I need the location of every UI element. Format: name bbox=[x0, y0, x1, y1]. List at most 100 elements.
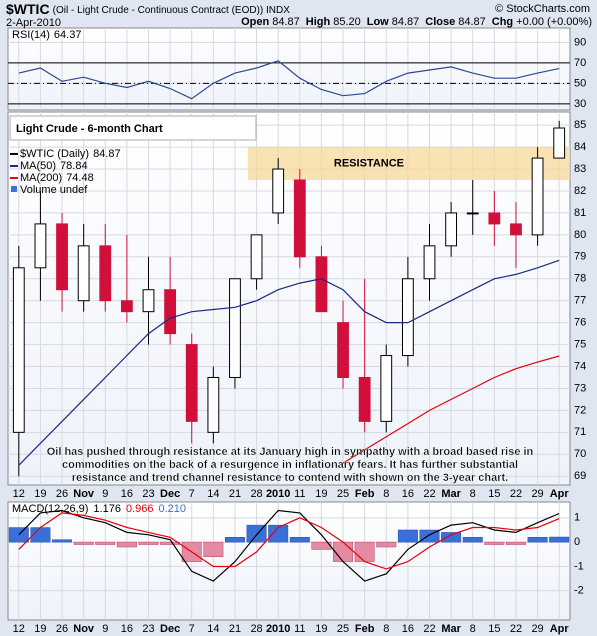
x-tick-label: Feb bbox=[355, 488, 375, 500]
y-tick-label: 71 bbox=[574, 426, 586, 438]
candle-body bbox=[315, 256, 328, 313]
candle-body bbox=[12, 267, 25, 433]
legend-entry: Volume undef bbox=[20, 184, 88, 196]
chart-title: Light Crude - 6-month Chart bbox=[16, 123, 163, 135]
candle-body bbox=[272, 168, 285, 214]
x-tick-label: Nov bbox=[73, 488, 95, 500]
x-tick-label: 11 bbox=[294, 488, 305, 500]
rsi-line bbox=[18, 60, 560, 100]
y-tick-label: 83 bbox=[574, 163, 586, 175]
source: © StockCharts.com bbox=[495, 3, 590, 15]
header-title: $WTIC (Oil - Light Crude - Continuous Co… bbox=[6, 1, 290, 17]
legend-name: RSI(14) bbox=[12, 29, 50, 41]
candle-body bbox=[401, 278, 414, 357]
legend-entry: MACD(12,26,9) 1.176 0.966 0.210 bbox=[12, 503, 186, 515]
annotation: commodities on the back of a resurgence … bbox=[62, 459, 518, 471]
legend-value: 64.37 bbox=[54, 29, 82, 41]
quote-label: Close bbox=[425, 16, 455, 28]
y-tick-label: 70 bbox=[574, 448, 586, 460]
y-tick-label: 85 bbox=[574, 119, 586, 131]
x-tick-label: Feb bbox=[355, 623, 375, 635]
x-tick-label: 8 bbox=[383, 623, 389, 635]
histogram-bar bbox=[484, 541, 505, 545]
x-tick-label: 19 bbox=[315, 488, 327, 500]
x-tick-label: 8 bbox=[470, 623, 476, 635]
x-tick-label: 22 bbox=[510, 488, 522, 500]
y-tick-label: 90 bbox=[574, 36, 586, 48]
y-tick-label: 84 bbox=[574, 141, 586, 153]
x-tick-label: 25 bbox=[337, 488, 349, 500]
x-tick-label: Dec bbox=[160, 488, 180, 500]
ma-line bbox=[342, 355, 560, 464]
candle-body bbox=[120, 300, 133, 313]
quote-label: Chg bbox=[492, 16, 513, 28]
x-tick-label: 29 bbox=[531, 488, 543, 500]
candle-body bbox=[77, 245, 90, 302]
annotation: Oil has pushed through resistance at its… bbox=[47, 446, 534, 458]
quote-label: High bbox=[306, 16, 331, 28]
y-tick-label: 70 bbox=[574, 57, 586, 69]
histogram-bar bbox=[505, 541, 526, 545]
legend-name: MA(200) bbox=[20, 172, 62, 184]
x-tick-label: 9 bbox=[102, 488, 108, 500]
histogram-bar bbox=[549, 536, 570, 543]
x-tick-label: 9 bbox=[102, 623, 108, 635]
legend-name: MA(50) bbox=[20, 160, 56, 172]
y-tick-label: 75 bbox=[574, 338, 586, 350]
candle-body bbox=[164, 289, 177, 335]
x-tick-label: 8 bbox=[383, 488, 389, 500]
candle-body bbox=[185, 344, 198, 422]
annotation: resistance and trend channel resistance … bbox=[72, 472, 508, 484]
candle-body bbox=[250, 234, 263, 280]
y-tick-label: 79 bbox=[574, 251, 586, 263]
candle-body bbox=[34, 223, 47, 269]
resistance-band bbox=[247, 147, 570, 181]
legend-value: 74.48 bbox=[66, 172, 94, 184]
x-tick-label: 19 bbox=[315, 623, 327, 635]
legend-entry: MA(200) 74.48 bbox=[20, 172, 94, 184]
x-tick-label: 28 bbox=[250, 488, 262, 500]
y-tick-label: 76 bbox=[574, 317, 586, 329]
legend-entry: MA(50) 78.84 bbox=[20, 160, 88, 172]
x-tick-label: 14 bbox=[207, 623, 219, 635]
candle-body bbox=[510, 223, 522, 236]
x-tick-label: 16 bbox=[121, 488, 133, 500]
histogram-bar bbox=[311, 541, 332, 550]
quote-value: +0.00 (+0.00%) bbox=[516, 16, 592, 28]
y-tick-label: 1 bbox=[574, 512, 580, 524]
y-tick-label: 80 bbox=[574, 229, 586, 241]
histogram-bar bbox=[138, 541, 159, 545]
y-tick-label: 72 bbox=[574, 404, 586, 416]
x-tick-label: 23 bbox=[142, 623, 154, 635]
y-tick-label: 0 bbox=[574, 536, 580, 548]
y-tick-label: 78 bbox=[574, 273, 586, 285]
candle-body bbox=[207, 376, 220, 433]
legend-value: 0.210 bbox=[158, 503, 186, 515]
y-tick-label: -1 bbox=[574, 560, 584, 572]
x-tick-label: 15 bbox=[488, 623, 500, 635]
candle-body bbox=[445, 212, 458, 247]
y-tick-label: 77 bbox=[574, 295, 586, 307]
candle-body bbox=[337, 322, 349, 378]
legend-value: 84.87 bbox=[93, 148, 121, 160]
x-tick-label: 12 bbox=[13, 623, 25, 635]
x-tick-label: 7 bbox=[189, 488, 195, 500]
y-tick-label: 73 bbox=[574, 382, 586, 394]
candle-body bbox=[531, 157, 544, 236]
y-tick-label: 82 bbox=[574, 185, 586, 197]
x-tick-label: 22 bbox=[510, 623, 522, 635]
histogram-bar bbox=[52, 539, 73, 543]
ma-line bbox=[18, 259, 560, 466]
candle-body bbox=[553, 127, 566, 159]
x-tick-label: Mar bbox=[441, 623, 461, 635]
x-tick-label: 22 bbox=[423, 488, 435, 500]
histogram-bar bbox=[73, 541, 94, 545]
histogram-bar bbox=[95, 541, 116, 545]
x-tick-label: 26 bbox=[56, 488, 68, 500]
x-tick-label: 21 bbox=[229, 623, 241, 635]
quote-label: Open bbox=[241, 16, 269, 28]
legend-value: 0.966 bbox=[126, 503, 154, 515]
x-tick-label: Apr bbox=[550, 488, 570, 500]
x-tick-label: 8 bbox=[470, 488, 476, 500]
legend-value: 78.84 bbox=[60, 160, 88, 172]
